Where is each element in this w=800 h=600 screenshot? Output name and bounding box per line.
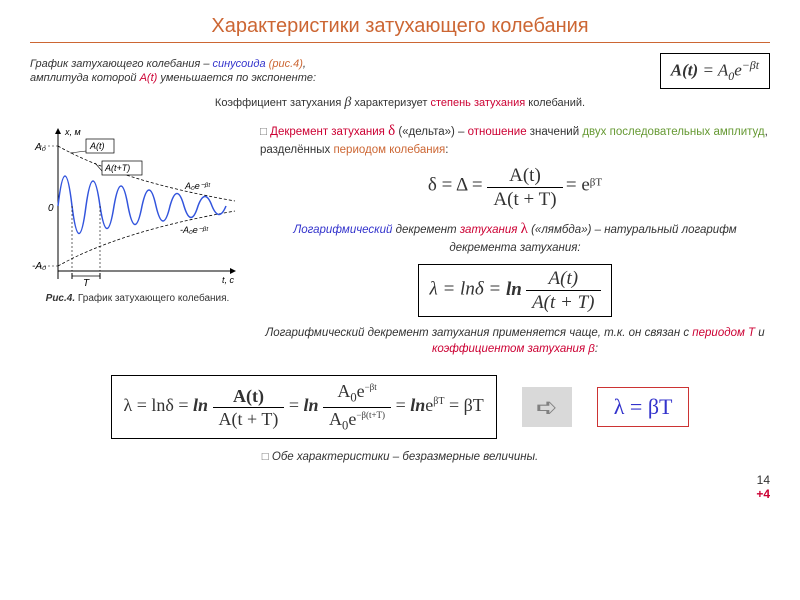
graph-A0: A₀	[34, 142, 46, 153]
big-ln3: ln	[410, 395, 425, 415]
coef-a: Коэффициент затухания	[215, 97, 344, 109]
amp-rhs-a: = A	[698, 61, 728, 80]
pagenum-n: 14	[757, 473, 770, 487]
delta-eq: δ = Δ =	[428, 175, 488, 196]
derivation-row: λ = lnδ = ln A(t)A(t + T) = ln A0e−βt A0…	[30, 375, 770, 438]
amp-exp: −βt	[742, 58, 759, 72]
lambda-den: A(t + T)	[526, 291, 600, 312]
main-section: T A₀ -A₀ 0 x, м t, с A(t) A(t+T) A₀e⁻ᵝᵗ …	[30, 121, 770, 363]
intro-text: График затухающего колебания – синусоида…	[30, 57, 620, 86]
big-ln2: ln	[304, 395, 319, 415]
graph-T-label: T	[83, 278, 90, 286]
coefficient-line: Коэффициент затухания β характеризует ст…	[30, 95, 770, 111]
exp-c: и	[755, 327, 765, 339]
amplitude-formula-box: A(t) = A0e−βt	[660, 53, 770, 89]
intro-sin: синусоида	[213, 58, 266, 70]
content-column: Декремент затухания δ («дельта») – отнош…	[260, 121, 770, 363]
graph-AtT: A(t+T)	[104, 163, 130, 173]
decr-e: значений	[527, 126, 583, 138]
lambda-eq: λ = lnδ =	[429, 279, 505, 300]
delta-exp: βT	[590, 177, 602, 189]
big-d2a: A	[329, 409, 342, 429]
intro-at: A(t)	[140, 72, 158, 84]
big-n2be: −βt	[365, 382, 377, 392]
intro-2c: уменьшается по экспоненте:	[157, 72, 316, 84]
delta-num: A(t)	[487, 166, 562, 188]
title-rule	[30, 42, 770, 43]
pagenum-plus: +4	[756, 487, 770, 501]
log-b: декремент	[392, 224, 459, 236]
graph-taxis: t, с	[222, 275, 235, 285]
exp-b: периодом Т	[692, 327, 755, 339]
decr-h: периодом колебания	[333, 144, 445, 156]
graph-At: A(t)	[89, 141, 105, 151]
big-d2be: −β(t+T)	[356, 410, 385, 420]
big-ln1: ln	[193, 395, 208, 415]
log-lambda: λ	[521, 221, 528, 237]
big-eq2: =	[289, 395, 304, 415]
exp-a: Логарифмический декремент затухания прим…	[265, 327, 692, 339]
big-num1: A(t)	[233, 386, 264, 406]
lambda-formula-box: λ = lnδ = ln A(t) A(t + T)	[260, 264, 770, 317]
big-n2a: A	[337, 381, 350, 401]
big-den1: A(t + T)	[213, 408, 285, 428]
delta-den: A(t + T)	[487, 188, 562, 209]
page-title: Характеристики затухающего колебания	[30, 15, 770, 38]
lambda-num: A(t)	[526, 269, 600, 291]
delta-tail: = e	[566, 175, 590, 196]
caption-b: График затухающего колебания.	[75, 293, 229, 304]
log-a: Логарифмический	[293, 224, 392, 236]
graph-column: T A₀ -A₀ 0 x, м t, с A(t) A(t+T) A₀e⁻ᵝᵗ …	[30, 121, 245, 363]
decr-i: :	[445, 144, 448, 156]
coef-e: колебаний.	[525, 97, 585, 109]
log-decrement-text: Логарифмический декремент затухания λ («…	[260, 219, 770, 256]
derivation-formula: λ = lnδ = ln A(t)A(t + T) = ln A0e−βt A0…	[111, 375, 497, 438]
exp-e: :	[595, 343, 598, 355]
big-eq3: =	[396, 395, 411, 415]
graph-envpos: A₀e⁻ᵝᵗ	[184, 181, 211, 191]
explain-text: Логарифмический декремент затухания прим…	[260, 325, 770, 357]
big-tail1e: βT	[433, 396, 444, 407]
caption-a: Рис.4.	[46, 293, 75, 304]
coef-c: характеризует	[351, 97, 430, 109]
intro-ref: (рис.4)	[266, 58, 303, 70]
decr-a: Декремент затухания	[270, 126, 388, 138]
coef-d: степень затухания	[430, 97, 525, 109]
decr-f: двух последовательных амплитуд	[582, 126, 764, 138]
amp-lhs: A(t)	[671, 61, 698, 80]
intro-1d: ,	[303, 58, 306, 70]
damped-oscillation-graph: T A₀ -A₀ 0 x, м t, с A(t) A(t+T) A₀e⁻ᵝᵗ …	[30, 121, 245, 286]
decrement-def: Декремент затухания δ («дельта») – отнош…	[260, 121, 770, 158]
arrow-icon: ➪	[522, 387, 572, 427]
result-formula: λ = βT	[597, 387, 690, 427]
log-c: затухания	[460, 224, 521, 236]
intro-1a: График затухающего колебания –	[30, 58, 213, 70]
exp-d: коэффициентом затухания β	[432, 343, 595, 355]
graph-zero: 0	[48, 203, 54, 214]
page-number: 14 +4	[30, 473, 770, 501]
graph-caption: Рис.4. График затухающего колебания.	[30, 293, 245, 304]
graph-xaxis: x, м	[64, 127, 81, 137]
big-n2b: e	[357, 381, 365, 401]
decr-c: («дельта») –	[395, 126, 468, 138]
delta-formula: δ = Δ = A(t) A(t + T) = eβT	[260, 166, 770, 209]
intro-row: График затухающего колебания – синусоида…	[30, 53, 770, 89]
graph-mA0: -A₀	[32, 261, 46, 272]
decr-d: отношение	[468, 126, 527, 138]
final-note: Обе характеристики – безразмерные величи…	[30, 451, 770, 463]
graph-envneg: -A₀e⁻ᵝᵗ	[180, 225, 209, 235]
lambda-ln: ln	[506, 279, 522, 300]
big-p1: λ = lnδ =	[124, 395, 194, 415]
amp-rhs-b: e	[734, 61, 742, 80]
big-eq4: = βT	[449, 395, 484, 415]
intro-2a: амплитуда которой	[30, 72, 140, 84]
